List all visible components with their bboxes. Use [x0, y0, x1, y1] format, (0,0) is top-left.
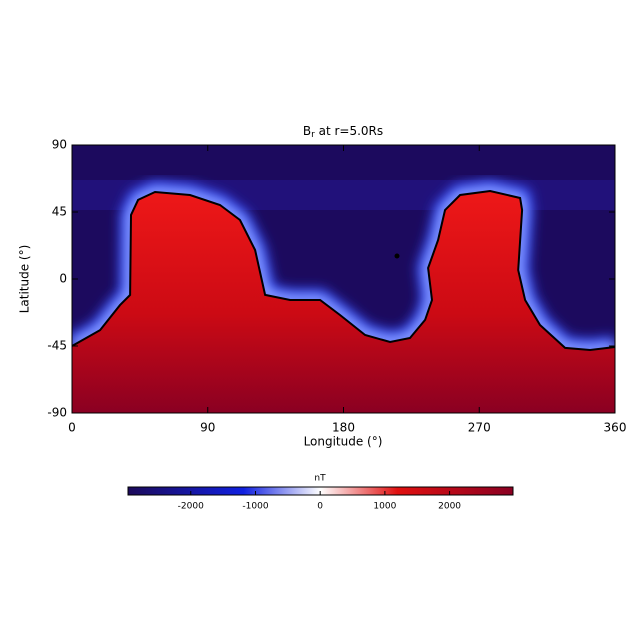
x-tick-label: 360 [604, 421, 627, 435]
x-tick-label: 90 [200, 421, 215, 435]
colorbar-tick-label: -2000 [178, 502, 204, 512]
y-tick-label: 45 [52, 205, 67, 219]
y-tick-label: -90 [47, 406, 67, 420]
axes: 0 90 180 270 360 -90 -45 0 45 90 [47, 138, 626, 435]
colorbar-tick-label: 2000 [438, 502, 461, 512]
y-axis-label: Latitude (°) [18, 245, 32, 314]
x-axis-label: Longitude (°) [304, 435, 383, 449]
y-tick-label: 0 [59, 272, 67, 286]
colorbar-tick-label: 1000 [373, 502, 396, 512]
y-tick-label: -45 [47, 339, 67, 353]
zero-contour [72, 189, 615, 352]
chart-title: Br at r=5.0Rs [303, 124, 383, 140]
x-tick-label: 180 [332, 421, 355, 435]
positive-region [72, 191, 615, 413]
contour-dot [394, 253, 400, 259]
map [72, 179, 615, 413]
colorbar-tick-label: -1000 [242, 502, 268, 512]
y-tick-label: 90 [52, 138, 67, 152]
colorbar-tick-label: 0 [317, 502, 323, 512]
x-tick-label: 270 [468, 421, 491, 435]
colorbar-label: nT [314, 474, 326, 484]
x-tick-label: 0 [68, 421, 76, 435]
